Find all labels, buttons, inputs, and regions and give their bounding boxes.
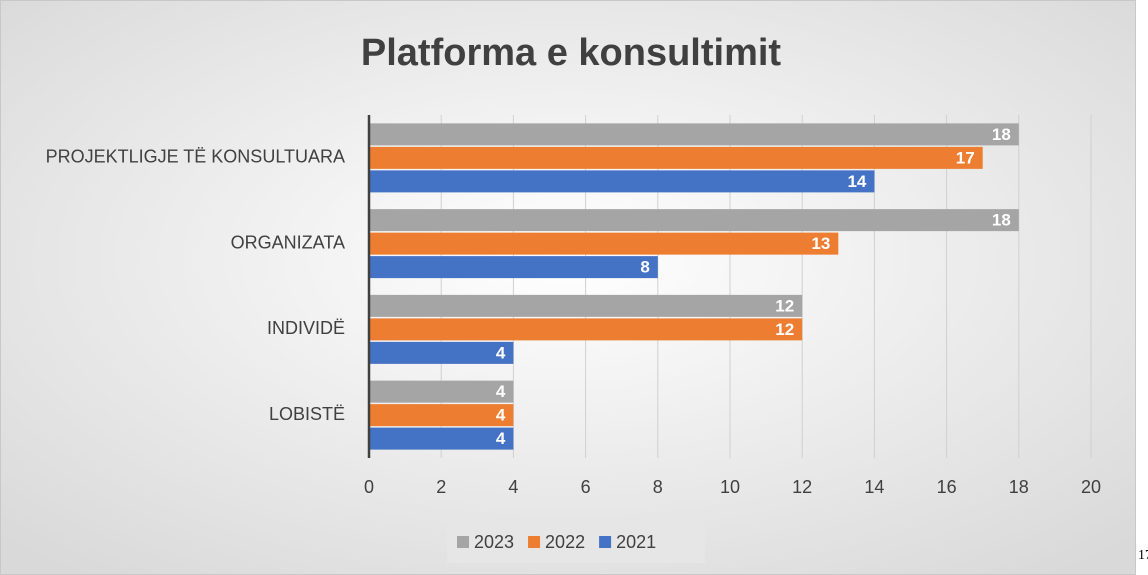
page-number: 17	[1138, 548, 1148, 563]
x-tick-label: 0	[364, 477, 374, 497]
bar	[369, 123, 1019, 146]
bar	[369, 341, 514, 364]
x-tick-label: 20	[1081, 477, 1101, 497]
legend-swatch	[457, 536, 469, 548]
bar	[369, 232, 839, 255]
x-tick-label: 10	[720, 477, 740, 497]
bar	[369, 170, 875, 193]
y-tick-label: INDIVIDË	[267, 318, 345, 338]
data-label: 4	[496, 382, 506, 401]
data-label: 4	[496, 406, 506, 425]
data-label: 12	[775, 320, 794, 339]
y-tick-label: PROJEKTLIGJE TË KONSULTUARA	[46, 147, 345, 167]
data-label: 18	[992, 125, 1011, 144]
data-label: 4	[496, 343, 506, 362]
x-tick-label: 14	[864, 477, 884, 497]
legend-swatch	[528, 536, 541, 548]
legend-label: 2023	[474, 532, 514, 552]
x-tick-label: 4	[508, 477, 518, 497]
y-tick-label: LOBISTË	[269, 404, 345, 424]
bar	[369, 318, 803, 341]
legend-label: 2021	[616, 532, 656, 552]
data-label: 17	[956, 148, 975, 167]
bar	[369, 380, 514, 403]
bar	[369, 427, 514, 450]
x-tick-label: 18	[1009, 477, 1029, 497]
data-label: 12	[775, 296, 794, 315]
data-label: 13	[811, 234, 830, 253]
data-label: 8	[640, 258, 649, 277]
legend-box	[447, 521, 705, 563]
x-tick-label: 6	[581, 477, 591, 497]
x-tick-label: 8	[653, 477, 663, 497]
bar	[369, 404, 514, 427]
x-tick-label: 12	[792, 477, 812, 497]
data-label: 18	[992, 211, 1011, 230]
bar	[369, 294, 803, 317]
bar	[369, 209, 1019, 232]
y-tick-label: ORGANIZATA	[231, 232, 345, 252]
legend-label: 2022	[545, 532, 585, 552]
bar	[369, 256, 658, 279]
data-label: 4	[496, 429, 506, 448]
bar	[369, 146, 983, 169]
x-tick-label: 16	[937, 477, 957, 497]
chart-title: Platforma e konsultimit	[361, 32, 782, 74]
x-tick-label: 2	[436, 477, 446, 497]
legend-swatch	[599, 536, 612, 548]
data-label: 14	[847, 172, 866, 191]
